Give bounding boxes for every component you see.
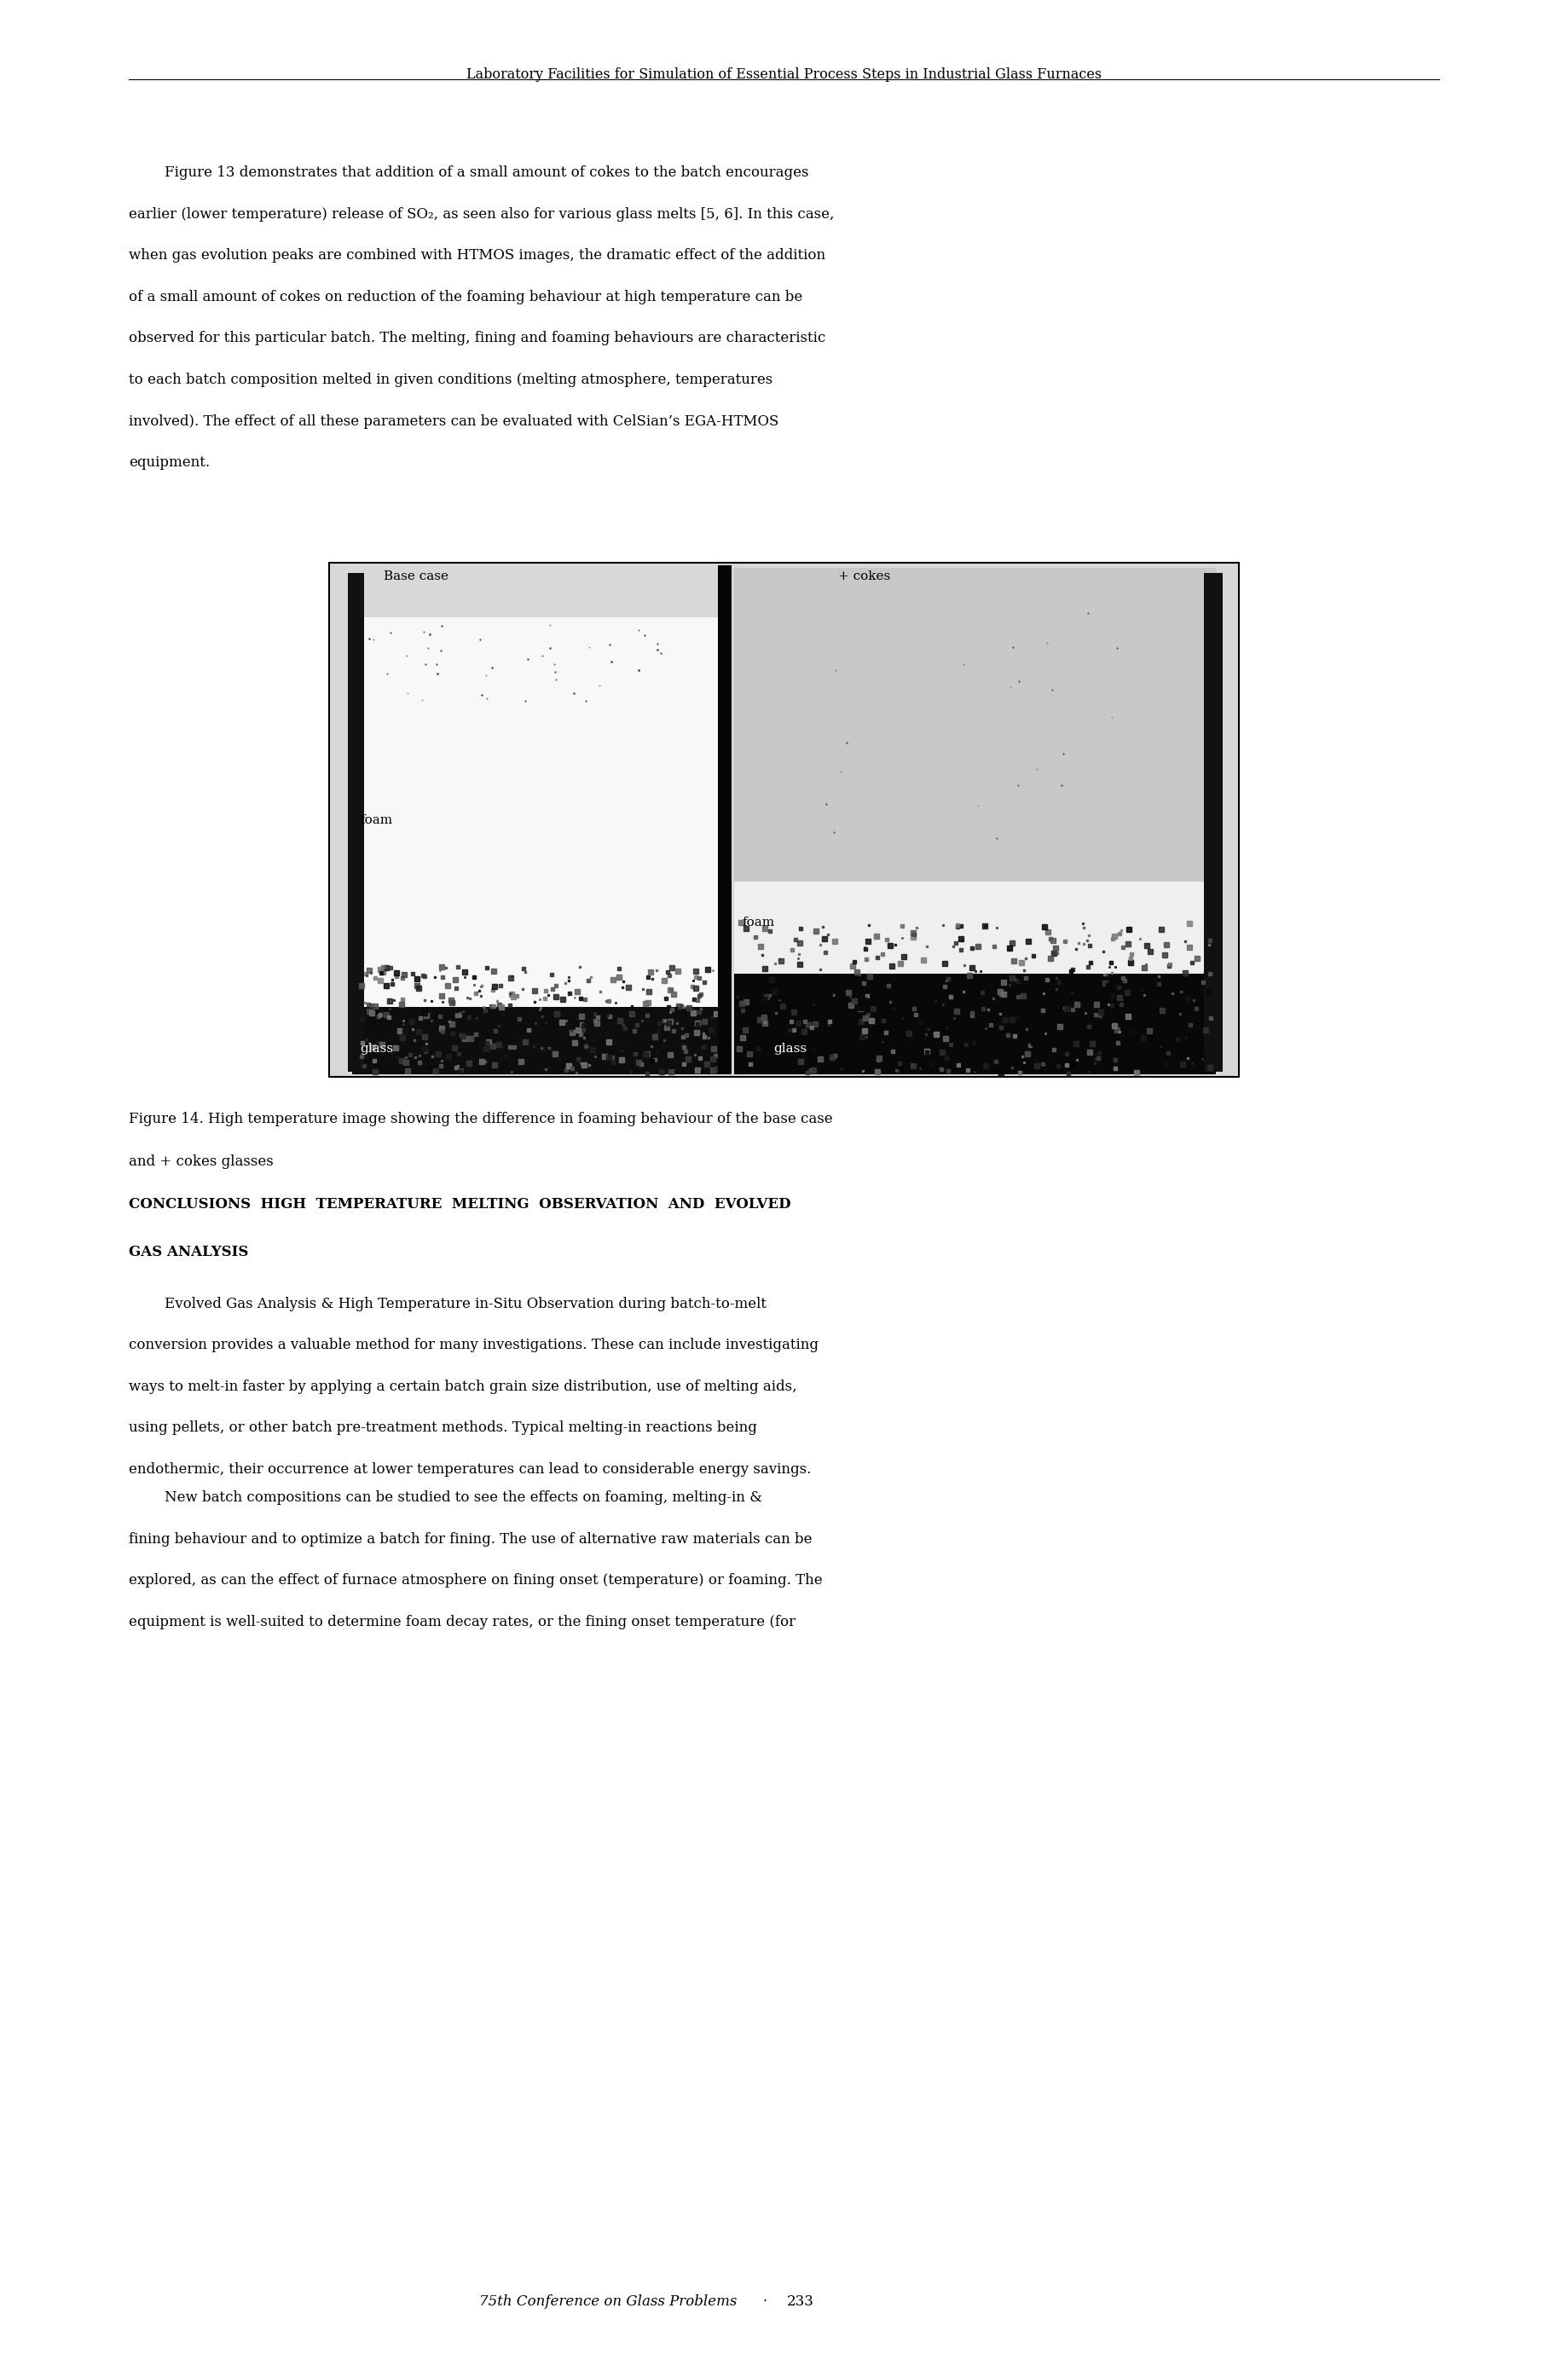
Text: CONCLUSIONS  HIGH  TEMPERATURE  MELTING  OBSERVATION  AND  EVOLVED: CONCLUSIONS HIGH TEMPERATURE MELTING OBS… — [129, 1197, 790, 1211]
Bar — [734, 568, 1217, 883]
Text: Figure 13 demonstrates that addition of a small amount of cokes to the batch enc: Figure 13 demonstrates that addition of … — [129, 166, 809, 180]
Bar — [351, 1008, 720, 1074]
Text: GAS ANALYSIS: GAS ANALYSIS — [129, 1245, 248, 1259]
Text: fining behaviour and to optimize a batch for fining. The use of alternative raw : fining behaviour and to optimize a batch… — [129, 1533, 812, 1547]
Text: 233: 233 — [787, 2295, 814, 2309]
Text: equipment is well-suited to determine foam decay rates, or the fining onset temp: equipment is well-suited to determine fo… — [129, 1614, 795, 1630]
Text: using pellets, or other batch pre-treatment methods. Typical melting-in reaction: using pellets, or other batch pre-treatm… — [129, 1420, 757, 1436]
Text: endothermic, their occurrence at lower temperatures can lead to considerable ene: endothermic, their occurrence at lower t… — [129, 1462, 811, 1476]
Text: explored, as can the effect of furnace atmosphere on fining onset (temperature) : explored, as can the effect of furnace a… — [129, 1573, 822, 1588]
Bar — [734, 883, 1217, 975]
Text: glass: glass — [359, 1043, 394, 1055]
Text: of a small amount of cokes on reduction of the foaming behaviour at high tempera: of a small amount of cokes on reduction … — [129, 289, 803, 305]
Text: to each batch composition melted in given conditions (melting atmosphere, temper: to each batch composition melted in give… — [129, 371, 773, 388]
Text: 75th Conference on Glass Problems: 75th Conference on Glass Problems — [480, 2295, 737, 2309]
Bar — [351, 618, 720, 1008]
Text: observed for this particular batch. The melting, fining and foaming behaviours a: observed for this particular batch. The … — [129, 331, 825, 345]
Text: + cokes: + cokes — [839, 570, 891, 582]
Text: foam: foam — [359, 814, 392, 826]
Bar — [718, 565, 732, 1074]
Text: involved). The effect of all these parameters can be evaluated with CelSian’s EG: involved). The effect of all these param… — [129, 414, 779, 428]
Text: Figure 14. High temperature image showing the difference in foaming behaviour of: Figure 14. High temperature image showin… — [129, 1112, 833, 1126]
Bar — [329, 563, 1239, 1077]
Text: glass: glass — [773, 1043, 806, 1055]
Text: and + cokes glasses: and + cokes glasses — [129, 1155, 273, 1169]
Text: conversion provides a valuable method for many investigations. These can include: conversion provides a valuable method fo… — [129, 1339, 818, 1353]
Text: when gas evolution peaks are combined with HTMOS images, the dramatic effect of : when gas evolution peaks are combined wi… — [129, 248, 825, 263]
Bar — [734, 975, 1217, 1074]
Text: ways to melt-in faster by applying a certain batch grain size distribution, use : ways to melt-in faster by applying a cer… — [129, 1379, 797, 1394]
Bar — [348, 573, 364, 1072]
Text: ·: · — [764, 2295, 767, 2309]
Text: Base case: Base case — [384, 570, 448, 582]
Bar — [1204, 573, 1223, 1072]
Text: equipment.: equipment. — [129, 454, 210, 471]
Text: Laboratory Facilities for Simulation of Essential Process Steps in Industrial Gl: Laboratory Facilities for Simulation of … — [466, 66, 1102, 83]
Text: foam: foam — [742, 916, 775, 927]
Text: earlier (lower temperature) release of SO₂, as seen also for various glass melts: earlier (lower temperature) release of S… — [129, 206, 834, 222]
Text: New batch compositions can be studied to see the effects on foaming, melting-in : New batch compositions can be studied to… — [129, 1491, 762, 1505]
Text: Evolved Gas Analysis & High Temperature in-Situ Observation during batch-to-melt: Evolved Gas Analysis & High Temperature … — [129, 1297, 767, 1311]
